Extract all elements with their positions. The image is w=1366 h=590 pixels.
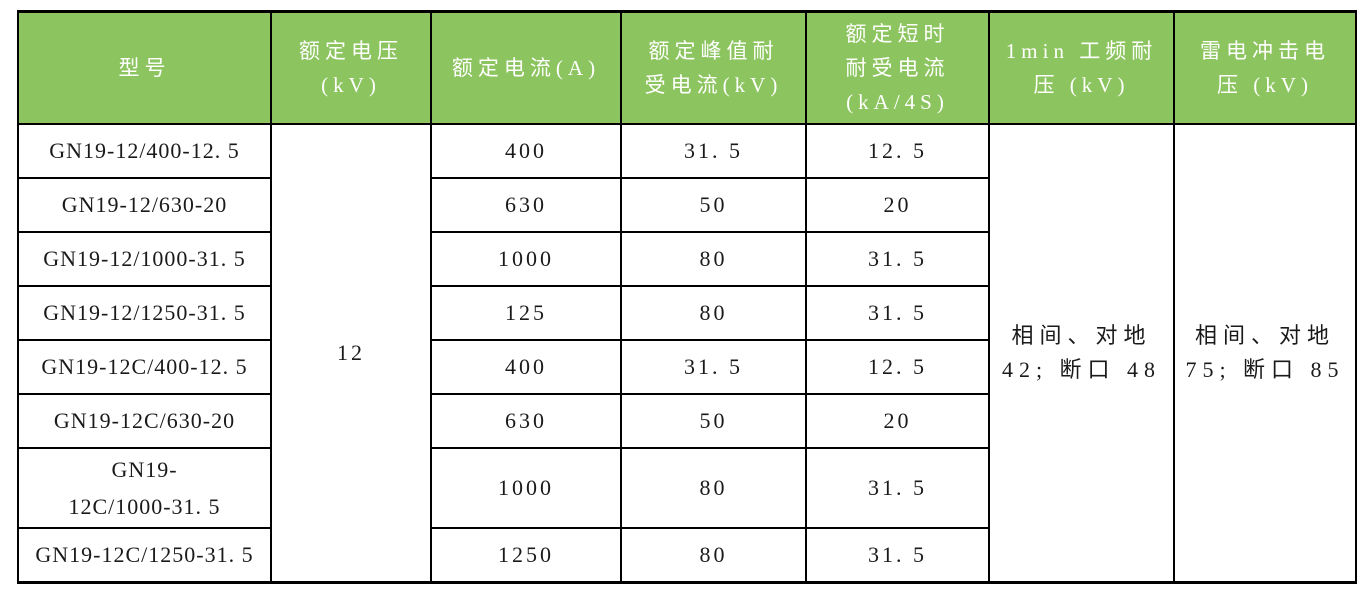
peak-cell: 80 <box>620 446 807 529</box>
current-cell: 1250 <box>430 526 622 584</box>
table-row: GN19-12C/400-12. 5 400 31. 5 12. 5 <box>17 338 1356 395</box>
peak-cell: 80 <box>620 284 807 341</box>
header-peak-withstand-current: 额定峰值耐 受电流(kV) <box>620 10 807 125</box>
current-cell: 630 <box>430 392 622 449</box>
model-cell: GN19-12C/630-20 <box>17 392 272 449</box>
header-power-freq-withstand-voltage: 1min 工频耐 压 (kV) <box>988 10 1175 125</box>
short-time-cell: 12. 5 <box>805 122 990 179</box>
model-cell: GN19-12/1000-31. 5 <box>17 230 272 287</box>
peak-cell: 50 <box>620 392 807 449</box>
current-cell: 630 <box>430 176 622 233</box>
table-row: GN19-12/630-20 630 50 20 <box>17 176 1356 233</box>
header-lightning-impulse-voltage: 雷电冲击电 压 (kV) <box>1173 10 1357 125</box>
rated-voltage-merged-cell: 12 <box>270 122 432 584</box>
spec-table: 型号 额定电压 (kV) 额定电流(A) 额定峰值耐 受电流(kV) 额定短时 … <box>17 10 1357 584</box>
table-row: GN19-12/1250-31. 5 125 80 31. 5 <box>17 284 1356 341</box>
header-rated-voltage: 额定电压 (kV) <box>270 10 432 125</box>
peak-cell: 31. 5 <box>620 338 807 395</box>
table-row: GN19-12C/1250-31. 5 1250 80 31. 5 <box>17 526 1356 584</box>
peak-cell: 50 <box>620 176 807 233</box>
model-cell: GN19- 12C/1000-31. 5 <box>17 446 272 529</box>
header-model: 型号 <box>17 10 272 125</box>
short-time-cell: 31. 5 <box>805 230 990 287</box>
peak-cell: 80 <box>620 230 807 287</box>
lightning-impulse-merged-cell: 相间、对地 75; 断口 85 <box>1173 122 1357 584</box>
header-short-time-withstand-current: 额定短时 耐受电流 (kA/4S) <box>805 10 990 125</box>
current-cell: 400 <box>430 338 622 395</box>
header-rated-current: 额定电流(A) <box>430 10 622 125</box>
model-cell: GN19-12C/400-12. 5 <box>17 338 272 395</box>
short-time-cell: 20 <box>805 176 990 233</box>
table-row: GN19-12C/630-20 630 50 20 <box>17 392 1356 449</box>
table-row: GN19-12/400-12. 5 12 400 31. 5 12. 5 相间、… <box>17 122 1357 584</box>
table-row: GN19-12/1000-31. 5 1000 80 31. 5 <box>17 230 1356 287</box>
model-cell: GN19-12C/1250-31. 5 <box>17 526 272 584</box>
peak-cell: 31. 5 <box>620 122 807 179</box>
model-cell: GN19-12/1250-31. 5 <box>17 284 272 341</box>
short-time-cell: 31. 5 <box>805 284 990 341</box>
short-time-cell: 31. 5 <box>805 526 990 584</box>
short-time-cell: 20 <box>805 392 990 449</box>
current-cell: 125 <box>430 284 622 341</box>
current-cell: 1000 <box>430 230 622 287</box>
header-row: 型号 额定电压 (kV) 额定电流(A) 额定峰值耐 受电流(kV) 额定短时 … <box>17 10 1357 125</box>
peak-cell: 80 <box>620 526 807 584</box>
model-cell: GN19-12/630-20 <box>17 176 272 233</box>
model-cell: GN19-12/400-12. 5 <box>17 122 272 179</box>
current-cell: 1000 <box>430 446 622 529</box>
power-freq-merged-cell: 相间、对地 42; 断口 48 <box>988 122 1175 584</box>
short-time-cell: 12. 5 <box>805 338 990 395</box>
table-row: GN19- 12C/1000-31. 5 1000 80 31. 5 <box>17 446 1356 529</box>
current-cell: 400 <box>430 122 622 179</box>
short-time-cell: 31. 5 <box>805 446 990 529</box>
